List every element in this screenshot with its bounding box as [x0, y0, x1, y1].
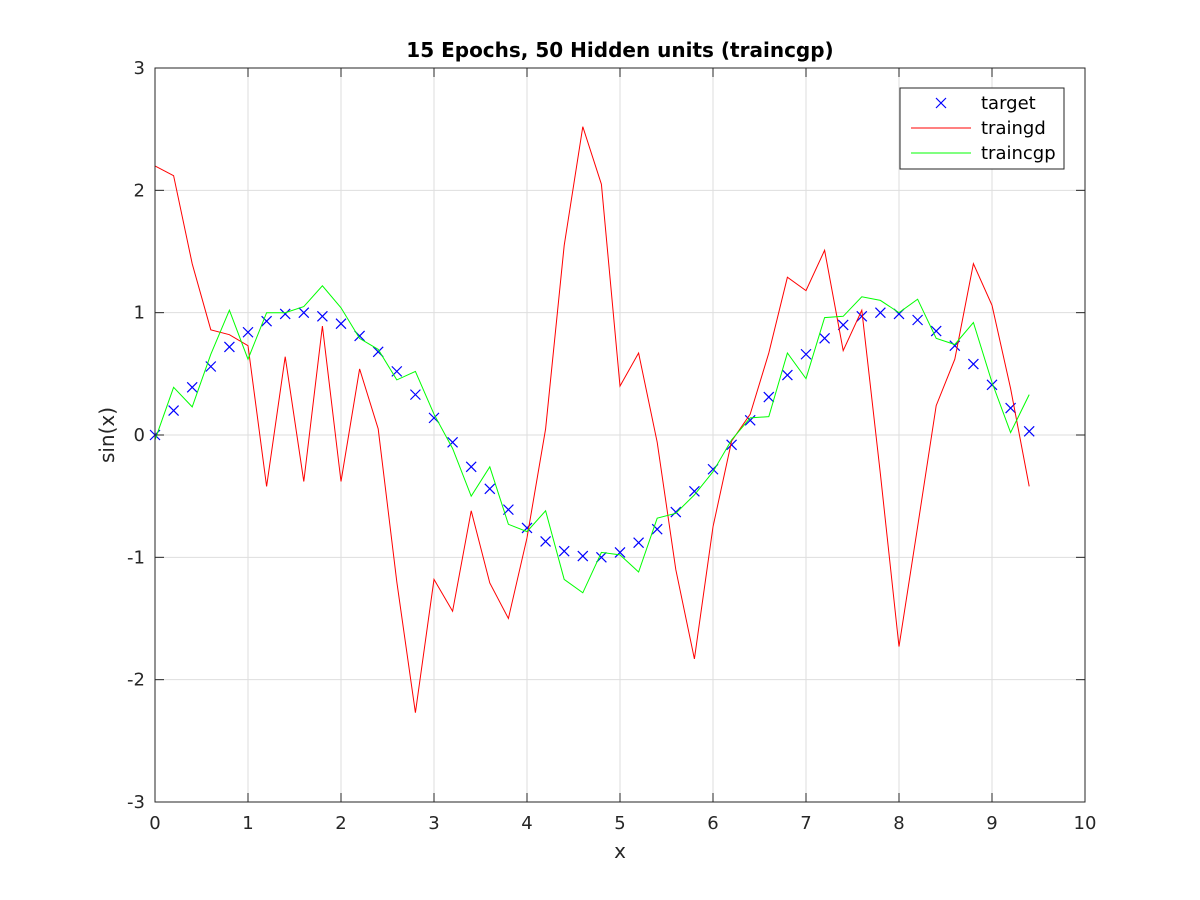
target-point	[242, 326, 254, 338]
target-point	[1023, 425, 1035, 437]
x-tick-label: 1	[242, 813, 253, 834]
target-point	[540, 536, 552, 547]
target-point	[856, 310, 868, 322]
target-point	[186, 381, 198, 393]
target-point	[930, 325, 942, 337]
target-point	[298, 307, 310, 319]
target-point	[688, 485, 700, 497]
x-tick-label: 4	[521, 813, 532, 834]
y-tick-label: 2	[134, 180, 145, 201]
series-target	[149, 307, 1035, 563]
series-traincgp-line	[154, 285, 1030, 594]
target-point	[967, 358, 979, 370]
y-tick-label: -3	[127, 792, 145, 813]
target-point	[465, 461, 477, 473]
target-point	[521, 522, 533, 534]
series-layer	[149, 126, 1035, 713]
target-point	[781, 369, 793, 381]
x-tick-label: 2	[335, 813, 346, 834]
target-point	[874, 307, 886, 319]
target-point	[744, 414, 756, 426]
y-axis-label: sin(x)	[95, 407, 119, 463]
target-point	[558, 545, 570, 557]
target-point	[484, 483, 496, 495]
x-tick-label: 9	[986, 813, 997, 834]
legend-marker-target	[935, 97, 947, 109]
target-point	[819, 332, 831, 344]
x-tick-label: 5	[614, 813, 625, 834]
target-point	[670, 506, 682, 518]
target-point	[447, 436, 459, 448]
legend-label-traincgp: traincgp	[981, 143, 1056, 164]
legend: target traingd traincgp	[899, 87, 1065, 170]
target-point	[651, 523, 663, 535]
x-axis-label: x	[614, 839, 626, 863]
legend-label-target: target	[981, 93, 1036, 114]
x-tick-label: 6	[707, 813, 718, 834]
target-point	[726, 439, 738, 451]
target-point	[763, 391, 775, 403]
series-traingd-line	[154, 126, 1030, 713]
target-point	[168, 405, 180, 416]
x-tick-label: 3	[428, 813, 439, 834]
target-point	[986, 379, 998, 391]
target-point	[614, 547, 626, 558]
target-point	[577, 550, 589, 562]
target-point	[912, 314, 924, 326]
y-tick-label: 0	[134, 425, 145, 446]
x-tick-label: 0	[149, 813, 160, 834]
y-tick-label: 1	[134, 303, 145, 324]
y-tick-label: 3	[134, 58, 145, 79]
y-tick-label: -2	[127, 670, 145, 691]
target-point	[633, 537, 645, 549]
target-point	[800, 348, 812, 360]
chart-title: 15 Epochs, 50 Hidden units (traincgp)	[406, 38, 833, 62]
y-tick-label: -1	[127, 547, 145, 568]
target-point	[261, 315, 273, 327]
target-point	[279, 308, 291, 320]
target-point	[316, 310, 328, 322]
x-tick-label: 7	[800, 813, 811, 834]
x-tick-label: 10	[1074, 813, 1097, 834]
legend-label-traingd: traingd	[981, 118, 1046, 139]
target-point	[335, 318, 347, 330]
target-point	[837, 319, 849, 331]
target-point	[409, 389, 421, 401]
ticks: 0 1 2 3 4 5 6 7 8 9 10 -3 -2 -1 0 1 2 3	[127, 58, 1096, 834]
x-tick-label: 8	[893, 813, 904, 834]
target-point	[223, 341, 235, 353]
